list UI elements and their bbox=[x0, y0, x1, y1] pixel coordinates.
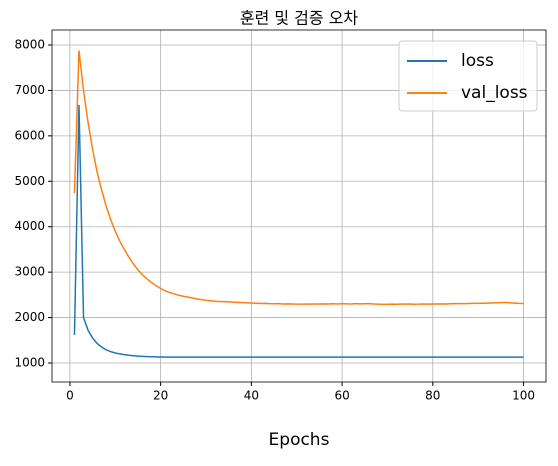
y-tick-label: 4000 bbox=[14, 219, 45, 233]
y-tick-label: 2000 bbox=[14, 310, 45, 324]
legend-label: loss bbox=[461, 51, 494, 71]
x-tick-label: 20 bbox=[153, 389, 168, 403]
x-axis-label: Epochs bbox=[269, 430, 330, 450]
y-tick-label: 1000 bbox=[14, 356, 45, 370]
x-tick-label: 100 bbox=[512, 389, 535, 403]
chart-title: 훈련 및 검증 오차 bbox=[240, 9, 359, 28]
line bbox=[73, 50, 524, 306]
legend-label: val_loss bbox=[461, 83, 528, 103]
y-tick-label: 6000 bbox=[14, 128, 45, 142]
x-tick-label: 80 bbox=[425, 389, 440, 403]
y-tick-label: 5000 bbox=[14, 174, 45, 188]
x-tick-label: 0 bbox=[66, 389, 74, 403]
y-tick-label: 8000 bbox=[14, 37, 45, 51]
y-tick-label: 3000 bbox=[14, 265, 45, 279]
x-tick-label: 40 bbox=[244, 389, 259, 403]
x-tick-label: 60 bbox=[334, 389, 349, 403]
y-tick-label: 7000 bbox=[14, 83, 45, 97]
plot-frame bbox=[51, 29, 547, 383]
line bbox=[73, 104, 524, 358]
